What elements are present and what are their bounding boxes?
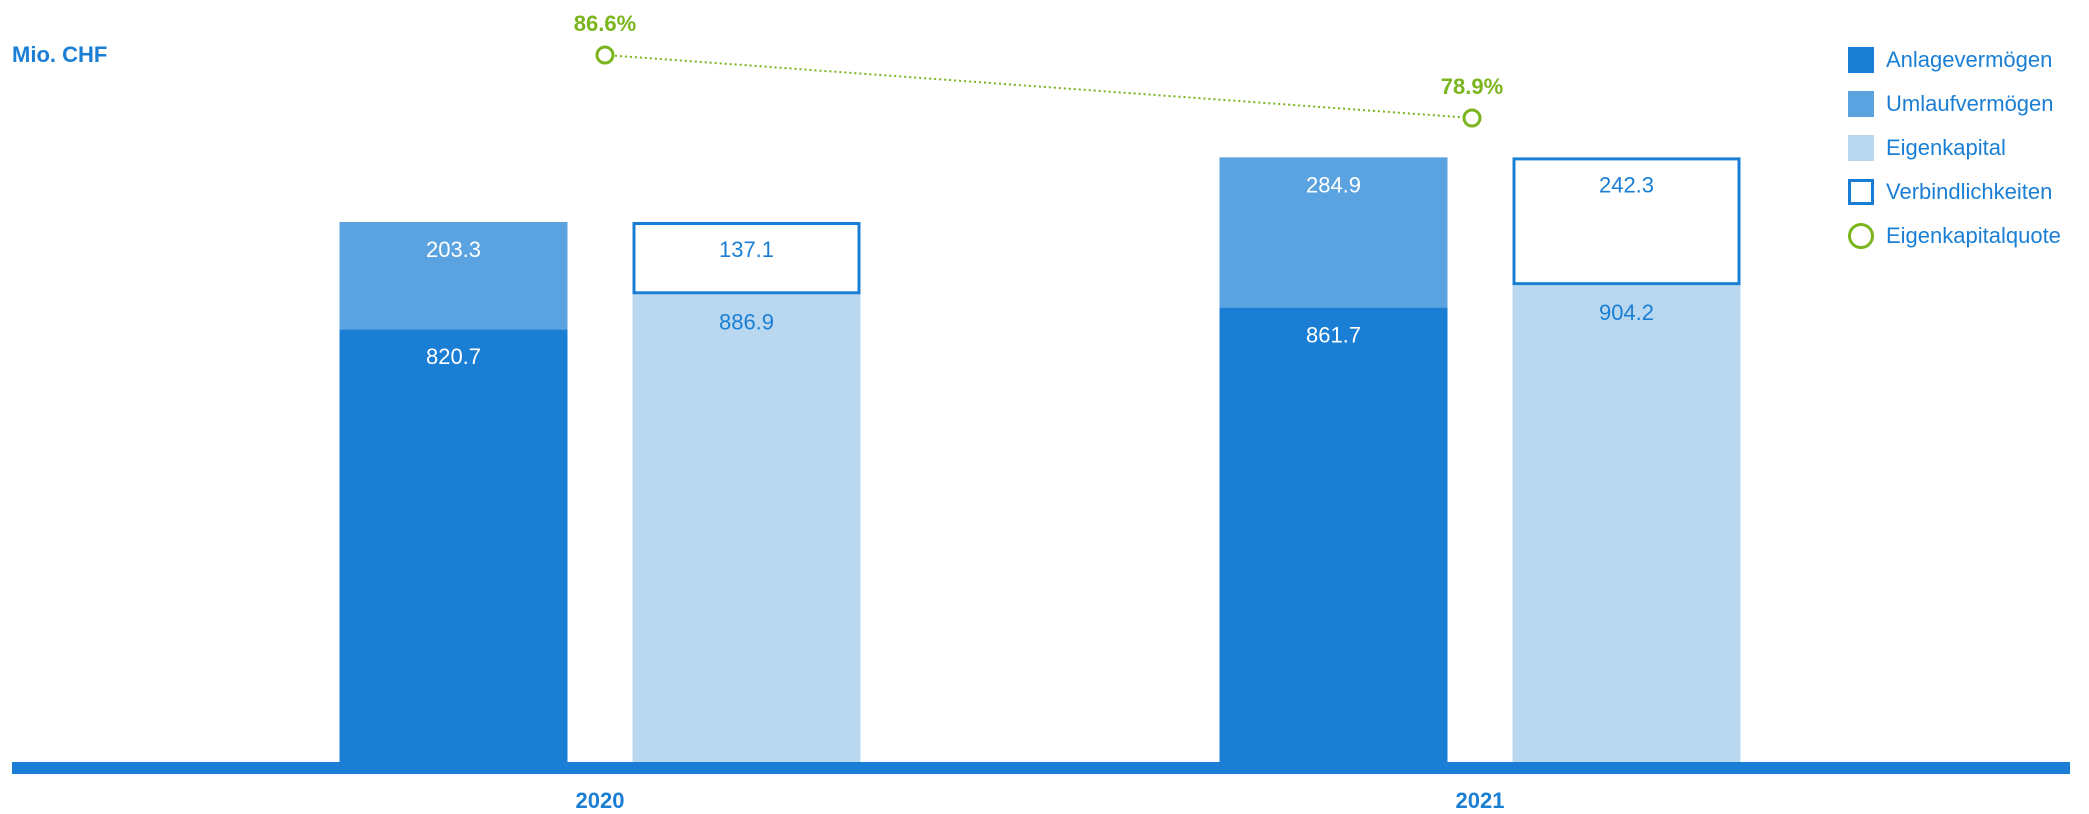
eigenkapitalquote-circle-icon: [1848, 223, 1874, 249]
x-axis-baseline: [12, 762, 2070, 774]
legend-item-eigenkapitalquote: Eigenkapitalquote: [1848, 214, 2061, 258]
data-label-eigenkapital: 886.9: [719, 309, 774, 334]
bar-eigenkapital: [632, 294, 861, 762]
data-label-eigenkapital: 904.2: [1599, 300, 1654, 325]
bar-anlagevermoegen: [1219, 307, 1448, 762]
data-label-umlaufvermoegen: 284.9: [1306, 172, 1361, 197]
eigenkapitalquote-label: 86.6%: [574, 11, 636, 36]
eigenkapital-swatch-icon: [1848, 135, 1874, 161]
bar-verbindlichkeiten: [1512, 157, 1741, 286]
eigenkapitalquote-line: [604, 54, 1473, 119]
unit-label: Mio. CHF: [12, 42, 108, 67]
legend-item-umlaufvermoegen: Umlaufvermögen: [1848, 82, 2061, 126]
eigenkapitalquote-label: 78.9%: [1441, 74, 1503, 99]
data-label-verbindlichkeiten: 242.3: [1599, 172, 1654, 197]
bar-eigenkapital: [1512, 285, 1741, 762]
legend: Anlagevermögen Umlaufvermögen Eigenkapit…: [1848, 38, 2061, 258]
eigenkapitalquote-point: [595, 45, 615, 65]
data-label-anlagevermoegen: 861.7: [1306, 323, 1361, 348]
anlagevermoegen-swatch-icon: [1848, 47, 1874, 73]
bar-umlaufvermoegen: [339, 222, 568, 330]
x-tick-label: 2021: [1456, 788, 1505, 813]
data-label-anlagevermoegen: 820.7: [426, 344, 481, 369]
legend-label: Anlagevermögen: [1886, 47, 2053, 72]
bar-verbindlichkeiten: [632, 222, 861, 295]
eigenkapitalquote-point: [1462, 108, 1482, 128]
legend-item-eigenkapital: Eigenkapital: [1848, 126, 2061, 170]
verbindlichkeiten-swatch-icon: [1848, 179, 1874, 205]
legend-label: Umlaufvermögen: [1886, 91, 2054, 116]
legend-item-verbindlichkeiten: Verbindlichkeiten: [1848, 170, 2061, 214]
bar-umlaufvermoegen: [1219, 157, 1448, 308]
data-label-verbindlichkeiten: 137.1: [719, 237, 774, 262]
legend-label: Eigenkapitalquote: [1886, 223, 2061, 248]
x-tick-label: 2020: [576, 788, 625, 813]
legend-item-anlagevermoegen: Anlagevermögen: [1848, 38, 2061, 82]
legend-label: Verbindlichkeiten: [1886, 179, 2053, 204]
data-label-umlaufvermoegen: 203.3: [426, 237, 481, 262]
umlaufvermoegen-swatch-icon: [1848, 91, 1874, 117]
bar-anlagevermoegen: [339, 329, 568, 762]
legend-label: Eigenkapital: [1886, 135, 2006, 160]
